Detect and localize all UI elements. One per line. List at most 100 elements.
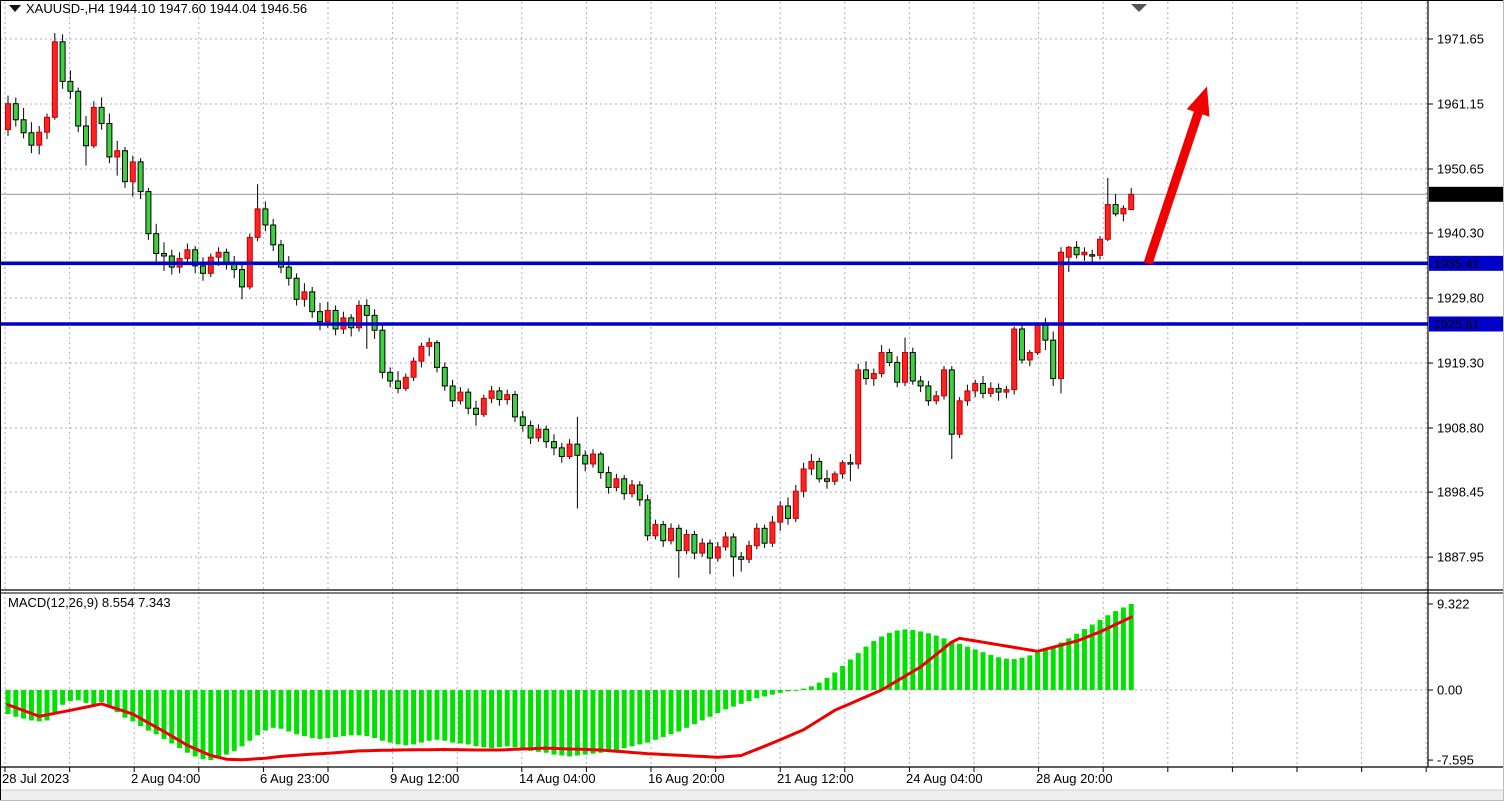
macd-histogram-bar [356,690,362,736]
candle-bull [535,428,542,439]
macd-histogram-bar [317,690,323,739]
macd-histogram-bar [964,646,970,690]
candle-bear [597,453,604,474]
candle-bear [1019,328,1025,361]
macd-histogram-bar [980,652,986,690]
candle-bull [956,400,963,435]
candle-bear [636,484,643,501]
macd-histogram-bar [434,690,440,740]
candle-bull [808,460,815,470]
candle-bull [1104,204,1111,240]
candle-bear [496,390,503,401]
macd-histogram-bar [340,690,346,737]
symbol-dropdown-icon[interactable] [9,5,21,12]
candle-bear [12,103,19,121]
macd-histogram-bar [543,690,549,753]
candle-bear [948,369,955,435]
candle-bear [223,251,230,263]
candle-bear [1073,246,1080,256]
macd-histogram-bar [1027,655,1033,690]
macd-histogram-bar [652,690,658,740]
macd-histogram-bar [730,690,736,707]
candle-bear [1112,204,1119,215]
candle-bear [28,132,35,146]
candle-bull [839,462,846,475]
trend-arrow-shaft[interactable] [1143,103,1205,265]
candle-bear [574,443,581,456]
macd-histogram-bar [75,690,81,701]
price-axis-label: 1961.15 [1437,96,1484,111]
current-price-badge [1429,186,1503,202]
candle-bull [504,394,511,401]
macd-histogram-bar [91,690,97,705]
candle-bull [902,352,908,383]
macd-histogram-bar [21,690,27,719]
candle-bear [847,462,854,465]
candle-bull [1034,324,1041,354]
macd-histogram-bar [762,690,768,697]
macd-histogram-bar [28,690,34,721]
candle-bull [769,521,776,544]
macd-histogram-bar [590,690,596,754]
time-axis-label: 6 Aug 23:00 [260,771,329,786]
macd-histogram-bar [1066,638,1072,690]
macd-histogram-bar [192,690,198,757]
macd-histogram-bar [426,690,432,741]
candle-bear [925,385,932,402]
candle-bear [278,244,284,268]
candle-bear [387,371,394,382]
candle-bull [831,473,838,482]
candle-bull [987,387,994,394]
price-axis-label: 1929.80 [1437,291,1484,306]
macd-histogram-bar [239,690,245,747]
macd-histogram-bar [738,690,744,704]
macd-pane [5,603,1134,762]
candle-bear [473,407,479,415]
macd-histogram-bar [1074,633,1080,690]
macd-histogram-bar [161,690,167,739]
candle-bear [200,265,206,274]
candle-bull [753,527,760,547]
macd-histogram-bar [801,688,807,690]
macd-histogram-bar [567,690,573,757]
macd-histogram-bar [621,690,627,749]
trend-arrow-head[interactable] [1186,86,1210,117]
candle-bull [1065,246,1072,258]
chart-shift-marker-icon[interactable] [1131,4,1147,12]
candle-bull [1011,328,1018,391]
candle-bull [613,478,620,488]
macd-histogram-bar [1105,615,1111,690]
macd-histogram-bar [832,672,838,690]
candle-bear [363,304,370,316]
annotation-layer [1131,4,1210,265]
macd-histogram-bar [286,690,292,732]
macd-histogram-bar [933,635,939,690]
candle-bull [457,391,464,402]
macd-histogram-bar [278,690,284,729]
candle-bull [722,536,729,548]
macd-histogram-bar [379,690,385,741]
candle-bull [184,249,191,259]
candle-bull [1081,251,1088,256]
candle-bull [426,342,433,347]
macd-histogram-bar [824,678,830,690]
levels-layer [0,261,1428,326]
macd-histogram-bar [668,690,674,735]
candle-bear [738,556,745,560]
macd-histogram-bar [691,690,697,725]
candle-bear [558,447,565,458]
macd-histogram-bar [348,690,354,736]
macd-histogram-bar [793,690,799,691]
macd-histogram-bar [418,690,424,743]
candle-bull [855,369,862,465]
time-axis-label: 24 Aug 04:00 [906,771,983,786]
candle-bull [629,484,635,495]
macd-histogram-bar [847,659,853,690]
macd-histogram-bar [395,690,401,745]
candle-bear [816,460,823,480]
candle-bear [543,428,550,443]
candle-bear [465,391,472,409]
candle-bull [714,546,721,559]
